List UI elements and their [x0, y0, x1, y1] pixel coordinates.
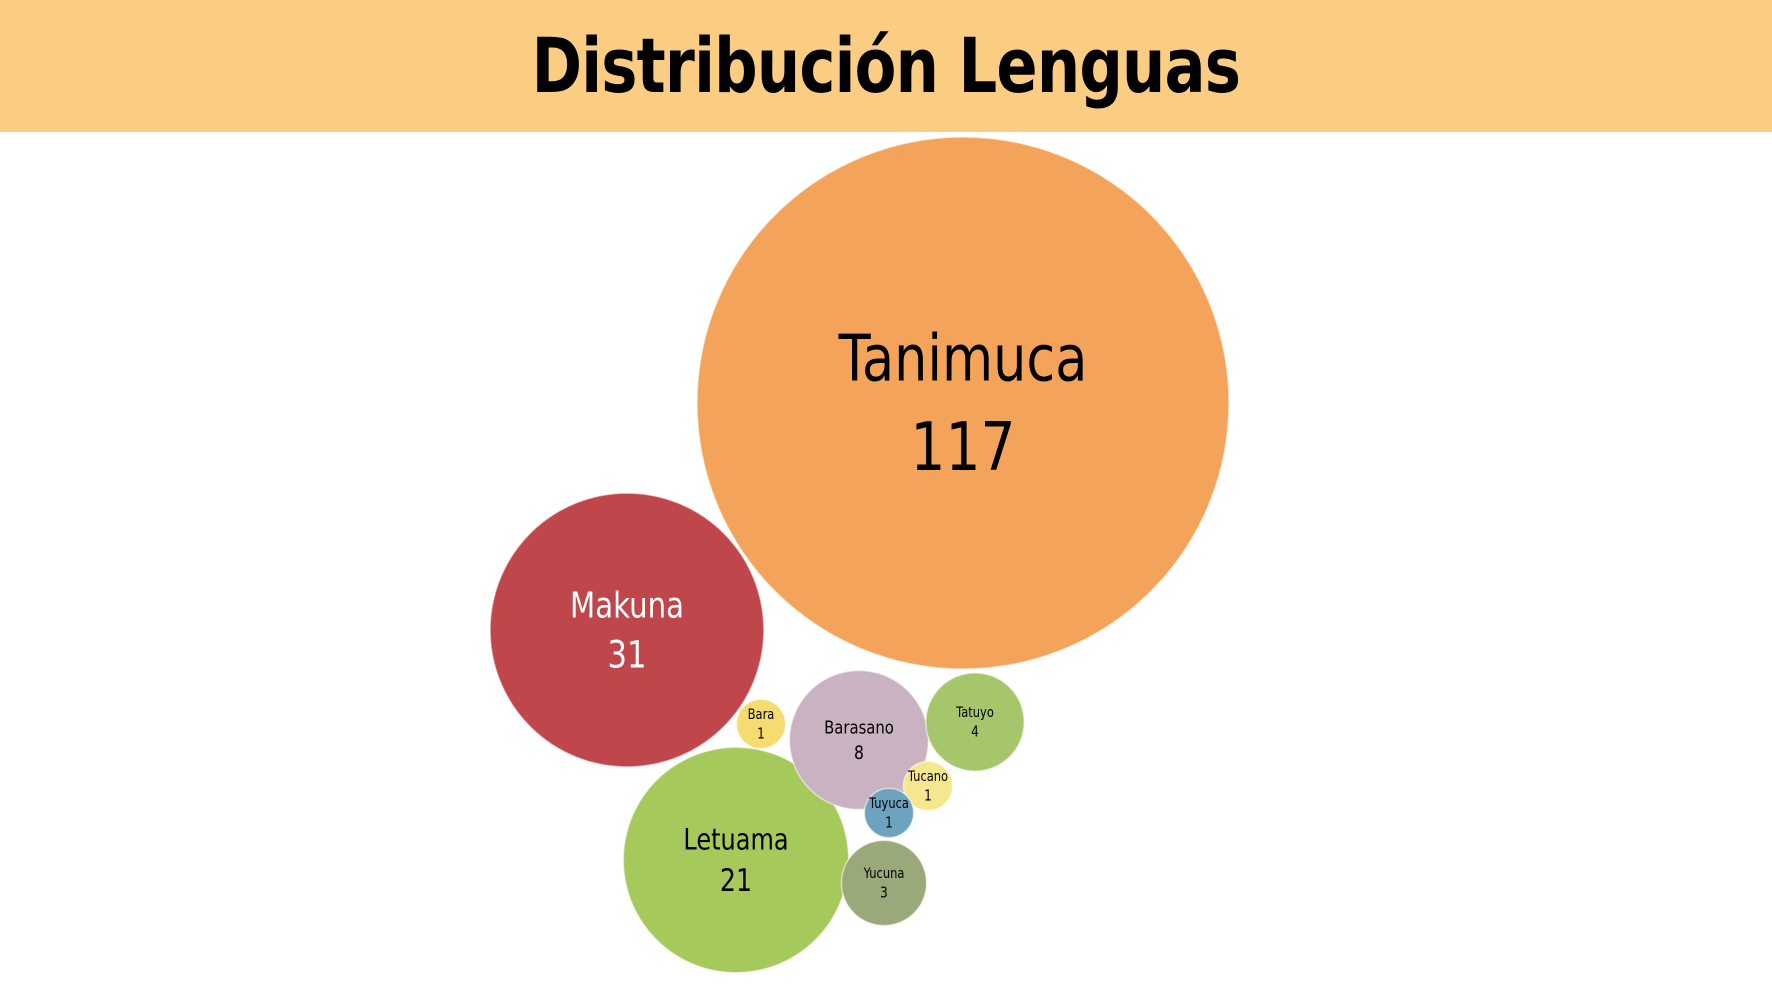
bubble-tanimuca: Tanimuca 117: [696, 136, 1230, 670]
bubble-label-yucuna: Yucuna: [863, 866, 905, 882]
bubble-mark-tatuyo: [925, 672, 1025, 772]
bubble-mark-tanimuca: [696, 136, 1230, 670]
bubble-yucuna: Yucuna 3: [840, 839, 928, 927]
bubble-value-tatuyo: 4: [971, 725, 979, 741]
bubble-label-bara: Bara: [748, 707, 775, 723]
bubble-value-letuama: 21: [720, 862, 752, 898]
bubble-label-tatuyo: Tatuyo: [955, 705, 994, 721]
bubble-value-tuyuca: 1: [885, 816, 893, 832]
title-band: Distribución Lenguas: [0, 0, 1772, 132]
bubble-mark-makuna: [489, 492, 765, 768]
bubble-barasano: Barasano 8: [788, 669, 930, 811]
bubble-tucano: Tucano 1: [902, 760, 954, 812]
bubble-label-makuna: Makuna: [570, 585, 684, 627]
bubble-mark-tucano: [902, 760, 954, 812]
bubble-value-yucuna: 3: [880, 886, 888, 902]
bubble-bara: Bara 1: [735, 698, 787, 750]
bubble-value-barasano: 8: [854, 743, 864, 765]
bubble-mark-tuyuca: [863, 787, 915, 839]
bubble-mark-yucuna: [840, 839, 928, 927]
bubble-makuna: Makuna 31: [489, 492, 765, 768]
bubble-value-bara: 1: [757, 727, 765, 743]
bubble-label-barasano: Barasano: [824, 717, 894, 738]
page-title: Distribución Lenguas: [531, 21, 1241, 110]
bubble-value-tanimuca: 117: [910, 409, 1015, 487]
bubble-label-tuyuca: Tuyuca: [868, 796, 909, 812]
bubble-label-tanimuca: Tanimuca: [838, 322, 1088, 396]
bubble-tatuyo: Tatuyo 4: [925, 672, 1025, 772]
bubble-letuama: Letuama 21: [622, 746, 850, 974]
bubble-value-makuna: 31: [607, 633, 646, 677]
bubble-tuyuca: Tuyuca 1: [863, 787, 915, 839]
bubble-value-tucano: 1: [924, 789, 932, 805]
bubble-mark-bara: [735, 698, 787, 750]
bubble-label-letuama: Letuama: [683, 823, 788, 857]
bubble-label-tucano: Tucano: [907, 769, 948, 785]
